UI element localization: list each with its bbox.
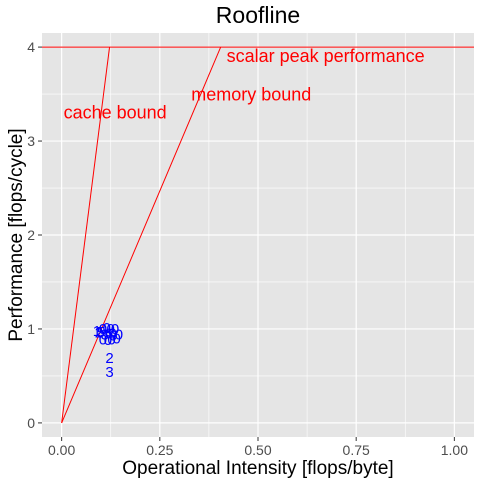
- y-axis-title: Performance [flops/cycle]: [6, 128, 27, 341]
- data-point-label: 0: [111, 321, 119, 338]
- y-axis-ticks: 0 1 2 3 4: [27, 39, 42, 431]
- data-point-label: 0: [107, 331, 115, 348]
- x-tick-label: 0.50: [244, 442, 271, 458]
- data-point-label: 0: [107, 321, 115, 338]
- data-point-label: 0: [104, 332, 112, 349]
- x-axis-ticks: 0.00 0.25 0.50 0.75 1.00: [48, 437, 468, 458]
- series-line: [61, 47, 111, 423]
- x-tick-label: 1.00: [441, 442, 468, 458]
- y-tick-label: 1: [27, 321, 35, 337]
- x-tick-label: 0.75: [343, 442, 370, 458]
- data-point-label: 2: [95, 325, 103, 342]
- annotation-label: memory bound: [191, 85, 311, 105]
- data-point-label: 1: [93, 323, 101, 340]
- data-point-label: 2: [105, 350, 113, 367]
- data-point-label: 9: [109, 328, 117, 345]
- y-tick-label: 0: [27, 415, 35, 431]
- annotation-label: scalar peak performance: [227, 46, 425, 66]
- line-annotations: scalar peak performance memory bound cache…: [64, 46, 425, 122]
- data-point-label: 5: [97, 324, 105, 341]
- y-tick-label: 4: [27, 39, 35, 55]
- data-point-label: 6: [105, 326, 113, 343]
- data-point-label: 0: [115, 327, 123, 344]
- y-tick-label: 3: [27, 133, 35, 149]
- x-tick-label: 0.00: [48, 442, 75, 458]
- chart-title: Roofline: [216, 2, 300, 28]
- data-point-label: 8: [101, 327, 109, 344]
- x-axis-title: Operational Intensity [flops/byte]: [122, 458, 393, 479]
- data-point-label: 0: [109, 326, 117, 343]
- x-tick-label: 0.25: [146, 442, 173, 458]
- annotation-label: cache bound: [64, 102, 167, 122]
- data-point-label: 0: [99, 331, 107, 348]
- data-point-label: 0: [103, 320, 111, 337]
- roofline-lines: [42, 46, 474, 424]
- y-tick-label: 2: [27, 227, 35, 243]
- data-point-label: 0: [99, 321, 107, 338]
- series-line: [61, 46, 222, 424]
- data-point-label: 3: [105, 364, 113, 381]
- data-point-label: 0: [112, 330, 120, 347]
